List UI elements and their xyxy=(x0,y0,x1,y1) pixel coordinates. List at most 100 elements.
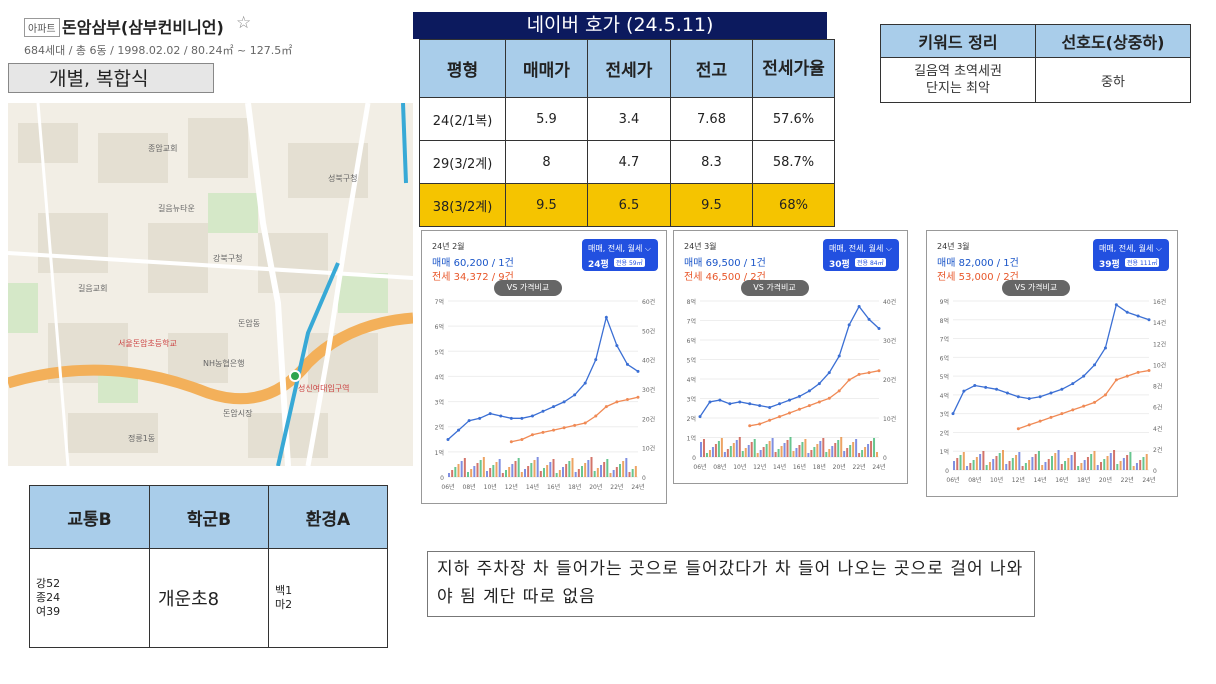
sale-point xyxy=(718,398,722,402)
cell-ratio: 57.6% xyxy=(752,97,835,141)
sale-point xyxy=(446,437,450,441)
y-tick-label: 7억 xyxy=(687,318,696,326)
compare-button[interactable]: VS 가격비교 xyxy=(1002,280,1070,296)
volume-bar xyxy=(972,460,975,470)
chart-filter-badge[interactable]: 매매, 전세, 월세 ⌵ 39평 전용 111㎡ xyxy=(1093,239,1169,271)
sale-point xyxy=(509,416,513,420)
badge-area-label: 전용 59㎡ xyxy=(614,258,645,267)
price-table: 평형 매매가 전세가 전고 전세가율 24(2/1복) 5.9 3.4 7.68… xyxy=(419,39,835,227)
y2-tick-label: 12건 xyxy=(1153,340,1166,348)
chart-rent-summary: 전세 34,372 / 9건 xyxy=(432,272,514,283)
x-tick-label: 20년 xyxy=(1099,476,1112,484)
volume-bar xyxy=(1080,463,1083,470)
y-tick-label: 1억 xyxy=(940,448,949,456)
volume-bar xyxy=(1113,450,1116,470)
volume-bar xyxy=(1103,459,1106,470)
compare-button[interactable]: VS 가격비교 xyxy=(740,280,809,296)
volume-bar xyxy=(457,464,460,477)
jeonse-point xyxy=(562,426,566,430)
col-header-size: 평형 xyxy=(419,39,506,98)
volume-bar xyxy=(864,447,867,457)
col-header-sale: 매매가 xyxy=(505,39,588,98)
volume-bar xyxy=(479,460,482,477)
badge-area-label: 전용 111㎡ xyxy=(1125,258,1160,267)
volume-bar xyxy=(609,473,612,477)
area-map[interactable]: 종암교회 돈암동 NH농협은행 강북구청 길음교회 길음뉴타운 서울돈암초등학교… xyxy=(8,103,413,466)
jeonse-point xyxy=(857,372,861,376)
compare-button[interactable]: VS 가격비교 xyxy=(494,280,562,296)
x-tick-label: 18년 xyxy=(813,463,826,471)
volume-bar xyxy=(750,442,753,457)
chart-month: 24년 3월 xyxy=(937,242,970,251)
price-chart-30[interactable]: 24년 3월 매매 69,500 / 1건 전세 46,500 / 2건 매매, 전세… xyxy=(673,230,908,484)
y2-tick-label: 40건 xyxy=(883,298,896,306)
y2-tick-label: 10건 xyxy=(642,445,655,453)
volume-bar xyxy=(810,450,813,457)
chart-rent-summary: 전세 53,000 / 2건 xyxy=(937,272,1019,283)
volume-bar xyxy=(843,451,846,457)
volume-bar xyxy=(555,473,558,477)
y2-tick-label: 4건 xyxy=(1153,425,1162,433)
favorite-star-icon[interactable]: ☆ xyxy=(236,13,252,33)
sale-point xyxy=(594,358,598,362)
map-location-pin-icon[interactable] xyxy=(289,370,301,382)
table-row: 24(2/1복) 5.9 3.4 7.68 57.6% xyxy=(419,97,835,141)
volume-bar xyxy=(1093,451,1096,470)
jeonse-point xyxy=(1093,400,1097,404)
volume-bar xyxy=(753,439,756,457)
map-label: 성북구청 xyxy=(328,174,358,183)
y-tick-label: 3억 xyxy=(940,411,949,419)
cell-size: 29(3/2계) xyxy=(419,140,506,184)
volume-bar xyxy=(777,449,780,457)
volume-bar xyxy=(574,472,577,477)
jeonse-point xyxy=(847,378,851,382)
volume-bar xyxy=(1011,458,1014,470)
table-row: 29(3/2계) 8 4.7 8.3 58.7% xyxy=(419,140,835,184)
volume-bar xyxy=(489,468,492,477)
volume-bar xyxy=(1109,453,1112,470)
volume-bar xyxy=(852,442,855,457)
y2-tick-label: 60건 xyxy=(642,298,655,306)
volume-bar xyxy=(619,464,621,477)
y-tick-label: 1억 xyxy=(687,435,696,443)
y2-tick-label: 30건 xyxy=(642,386,655,394)
price-chart-24[interactable]: 24년 2월 매매 60,200 / 1건 전세 34,372 / 9건 매매, 전세… xyxy=(421,230,667,504)
volume-bar xyxy=(625,458,628,477)
cell-size: 38(3/2계) xyxy=(419,183,506,227)
sale-point xyxy=(488,412,492,416)
volume-bar xyxy=(1135,463,1138,470)
volume-bar xyxy=(634,466,637,477)
sale-point xyxy=(1082,374,1086,378)
volume-bar xyxy=(581,466,583,477)
volume-bar xyxy=(571,458,574,477)
volume-bar xyxy=(995,456,998,470)
sale-point xyxy=(1071,382,1075,386)
col-header-jeonse: 전세가 xyxy=(587,39,671,98)
jeonse-price-line xyxy=(749,370,880,427)
volume-bar xyxy=(577,469,580,477)
y2-tick-label: 0 xyxy=(1153,468,1157,475)
x-tick-label: 08년 xyxy=(713,463,726,471)
jeonse-point xyxy=(867,371,871,375)
volume-bar xyxy=(568,461,571,477)
sale-point xyxy=(817,382,821,386)
x-tick-label: 18년 xyxy=(1077,476,1090,484)
sale-point xyxy=(1005,391,1009,395)
chart-sale-summary: 매매 82,000 / 1건 xyxy=(937,258,1019,269)
jeonse-point xyxy=(1060,412,1064,416)
jeonse-point xyxy=(594,414,598,418)
jeonse-point xyxy=(1071,408,1075,412)
jeonse-point xyxy=(604,405,608,409)
y2-tick-label: 20건 xyxy=(642,415,655,423)
school-value: 개운초8 xyxy=(149,548,269,648)
volume-bar xyxy=(834,443,837,457)
chart-month: 24년 3월 xyxy=(684,242,717,251)
y-tick-label: 4억 xyxy=(435,373,444,381)
chart-filter-badge[interactable]: 매매, 전세, 월세 ⌵ 30평 전용 84㎡ xyxy=(823,239,899,271)
volume-bar xyxy=(552,459,555,477)
y-tick-label: 0 xyxy=(945,468,949,475)
x-tick-label: 18년 xyxy=(568,483,581,491)
chart-filter-badge[interactable]: 매매, 전세, 월세 ⌵ 24평 전용 59㎡ xyxy=(582,239,658,271)
cell-ratio: 58.7% xyxy=(752,140,835,184)
